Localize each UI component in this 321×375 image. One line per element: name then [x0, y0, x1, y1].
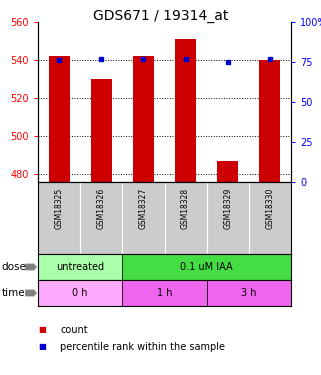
Text: GDS671 / 19314_at: GDS671 / 19314_at	[93, 9, 228, 23]
Text: 1 h: 1 h	[157, 288, 172, 298]
Text: ■: ■	[38, 342, 46, 351]
Bar	[175, 39, 196, 182]
Text: count: count	[60, 325, 88, 335]
Text: untreated: untreated	[56, 262, 104, 272]
Text: time: time	[2, 288, 25, 298]
Bar	[38, 280, 122, 306]
Bar	[133, 56, 154, 182]
Text: GSM18325: GSM18325	[55, 188, 64, 229]
Bar	[38, 254, 122, 280]
Text: 0 h: 0 h	[73, 288, 88, 298]
Text: GSM18326: GSM18326	[97, 188, 106, 229]
Bar	[217, 161, 238, 182]
Text: 3 h: 3 h	[241, 288, 256, 298]
Text: 0.1 uM IAA: 0.1 uM IAA	[180, 262, 233, 272]
Bar	[207, 280, 291, 306]
Bar	[122, 280, 207, 306]
Text: GSM18329: GSM18329	[223, 188, 232, 229]
Bar	[91, 79, 112, 182]
Bar	[259, 60, 281, 182]
Text: GSM18330: GSM18330	[265, 188, 274, 229]
Text: GSM18328: GSM18328	[181, 188, 190, 229]
Bar	[122, 254, 291, 280]
Text: GSM18327: GSM18327	[139, 188, 148, 229]
Text: percentile rank within the sample: percentile rank within the sample	[60, 342, 225, 352]
Text: ■: ■	[38, 325, 46, 334]
Bar	[48, 56, 70, 182]
Text: dose: dose	[2, 262, 26, 272]
